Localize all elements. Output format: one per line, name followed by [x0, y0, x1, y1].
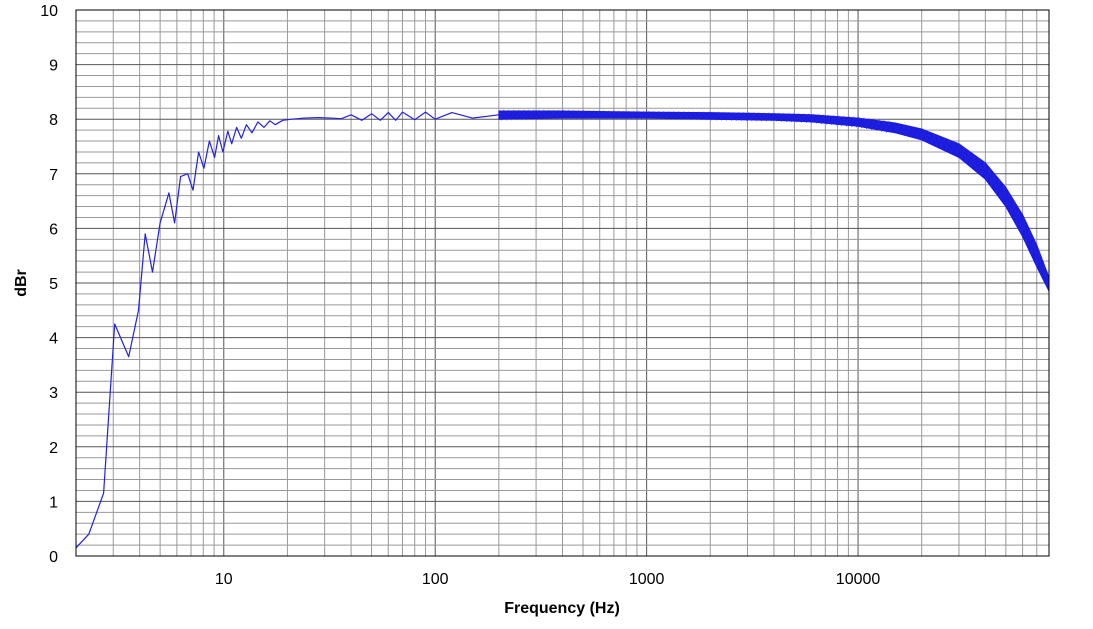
x-tick-label: 100 [422, 571, 449, 588]
grid [76, 10, 1049, 556]
y-tick-label: 4 [49, 331, 58, 348]
x-axis-title: Frequency (Hz) [504, 600, 620, 617]
y-tick-label: 9 [49, 58, 58, 75]
y-tick-label: 0 [49, 549, 58, 566]
y-tick-label: 2 [49, 440, 58, 457]
x-tick-label: 10000 [836, 571, 881, 588]
plot-frame [75, 9, 1050, 557]
x-tick-labels: 10 100 1000 10000 [215, 571, 881, 588]
x-tick-label: 10 [215, 571, 233, 588]
y-tick-label: 5 [49, 276, 58, 293]
response-ripple-line [498, 109, 1050, 287]
y-tick-label: 8 [49, 112, 58, 129]
y-tick-label: 7 [49, 167, 58, 184]
y-tick-label: 6 [49, 221, 58, 238]
y-tick-label: 10 [40, 3, 58, 20]
y-tick-label: 3 [49, 385, 58, 402]
response-line [75, 111, 499, 549]
x-tick-label: 1000 [629, 571, 665, 588]
y-axis-title: dBr [13, 269, 30, 297]
y-tick-label: 1 [49, 494, 58, 511]
y-tick-labels: 0 1 2 3 4 5 6 7 8 9 10 [40, 3, 58, 566]
